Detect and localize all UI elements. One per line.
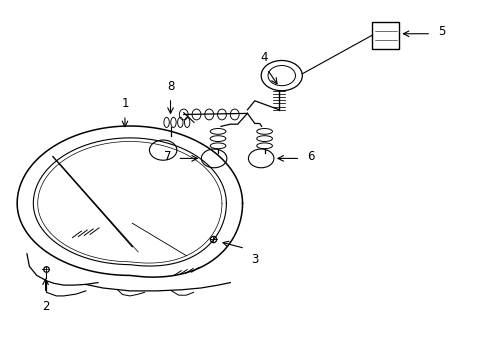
Bar — [372, 22, 399, 49]
Text: 1: 1 — [121, 97, 129, 110]
Text: 7: 7 — [164, 150, 171, 163]
Text: 4: 4 — [261, 51, 269, 64]
Text: 6: 6 — [307, 150, 314, 163]
Text: 2: 2 — [42, 300, 49, 312]
Text: 8: 8 — [167, 80, 174, 93]
Text: 3: 3 — [251, 253, 258, 266]
Text: 5: 5 — [439, 26, 446, 39]
